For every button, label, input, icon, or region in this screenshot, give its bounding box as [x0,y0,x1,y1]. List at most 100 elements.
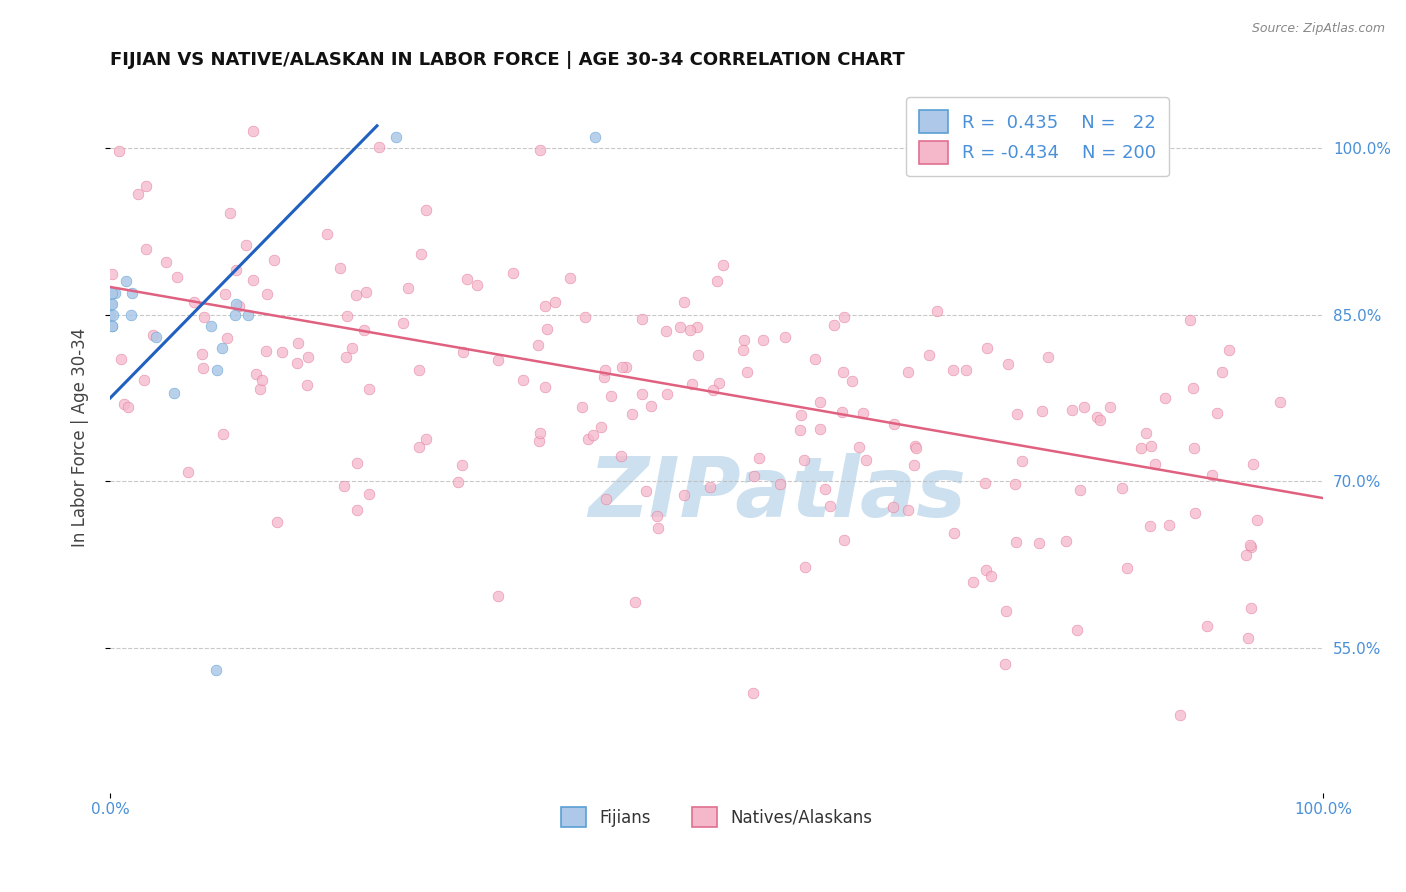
Point [962,574,984,589]
Point [1135,426,1157,441]
Point [155,255,177,269]
Point [681,376,703,391]
Point [997,357,1019,371]
Point [295,377,318,392]
Point [1180,312,1202,326]
Point [576,432,599,446]
Point [266,515,288,529]
Point [904,439,927,453]
Point [927,304,949,318]
Point [408,363,430,377]
Point [1099,401,1122,415]
Point [640,399,662,413]
Point [855,453,877,467]
Point [1218,343,1240,358]
Point [200,318,222,333]
Point [354,285,377,299]
Point [285,356,308,370]
Point [1073,400,1095,414]
Point [385,129,408,144]
Point [353,323,375,337]
Point [794,560,817,574]
Point [486,589,509,603]
Point [793,453,815,467]
Point [177,465,200,479]
Point [614,360,637,375]
Point [225,296,247,310]
Point [832,365,855,379]
Point [254,343,277,358]
Point [534,380,557,394]
Point [100,308,122,322]
Point [212,426,235,441]
Point [1240,601,1263,615]
Point [225,263,247,277]
Point [527,434,550,448]
Point [831,405,853,419]
Point [582,428,605,442]
Point [1005,534,1028,549]
Point [882,500,904,515]
Point [163,385,186,400]
Point [135,179,157,194]
Point [1139,519,1161,533]
Point [1157,518,1180,533]
Point [883,417,905,431]
Point [271,345,294,359]
Point [224,308,246,322]
Point [686,320,709,334]
Point [1031,404,1053,418]
Point [775,330,797,344]
Point [1004,477,1026,491]
Point [789,423,811,437]
Point [335,350,357,364]
Point [918,348,941,362]
Point [408,441,430,455]
Point [215,331,238,345]
Point [1206,406,1229,420]
Point [593,363,616,377]
Point [841,374,863,388]
Point [980,568,1002,582]
Point [134,373,156,387]
Point [536,322,558,336]
Point [392,316,415,330]
Point [1153,391,1175,405]
Point [976,341,998,355]
Point [744,468,766,483]
Legend: Fijians, Natives/Alaskans: Fijians, Natives/Alaskans [554,800,879,834]
Point [120,308,142,322]
Point [256,287,278,301]
Point [346,503,368,517]
Point [707,376,730,390]
Point [702,383,724,397]
Point [101,318,124,333]
Point [1168,708,1191,723]
Point [974,563,997,577]
Point [207,363,229,377]
Point [673,295,696,310]
Point [1239,540,1261,554]
Point [340,341,363,355]
Point [488,353,510,368]
Point [236,308,259,322]
Point [534,299,557,313]
Point [446,475,468,490]
Point [344,288,367,302]
Point [193,310,215,324]
Point [647,509,669,524]
Point [512,373,534,387]
Point [808,394,831,409]
Point [634,484,657,499]
Point [595,491,617,506]
Point [610,359,633,374]
Point [191,347,214,361]
Point [832,533,855,548]
Point [583,129,606,144]
Point [1241,457,1264,471]
Point [100,296,122,310]
Point [1007,407,1029,421]
Point [1066,623,1088,637]
Point [904,441,927,455]
Point [593,370,616,384]
